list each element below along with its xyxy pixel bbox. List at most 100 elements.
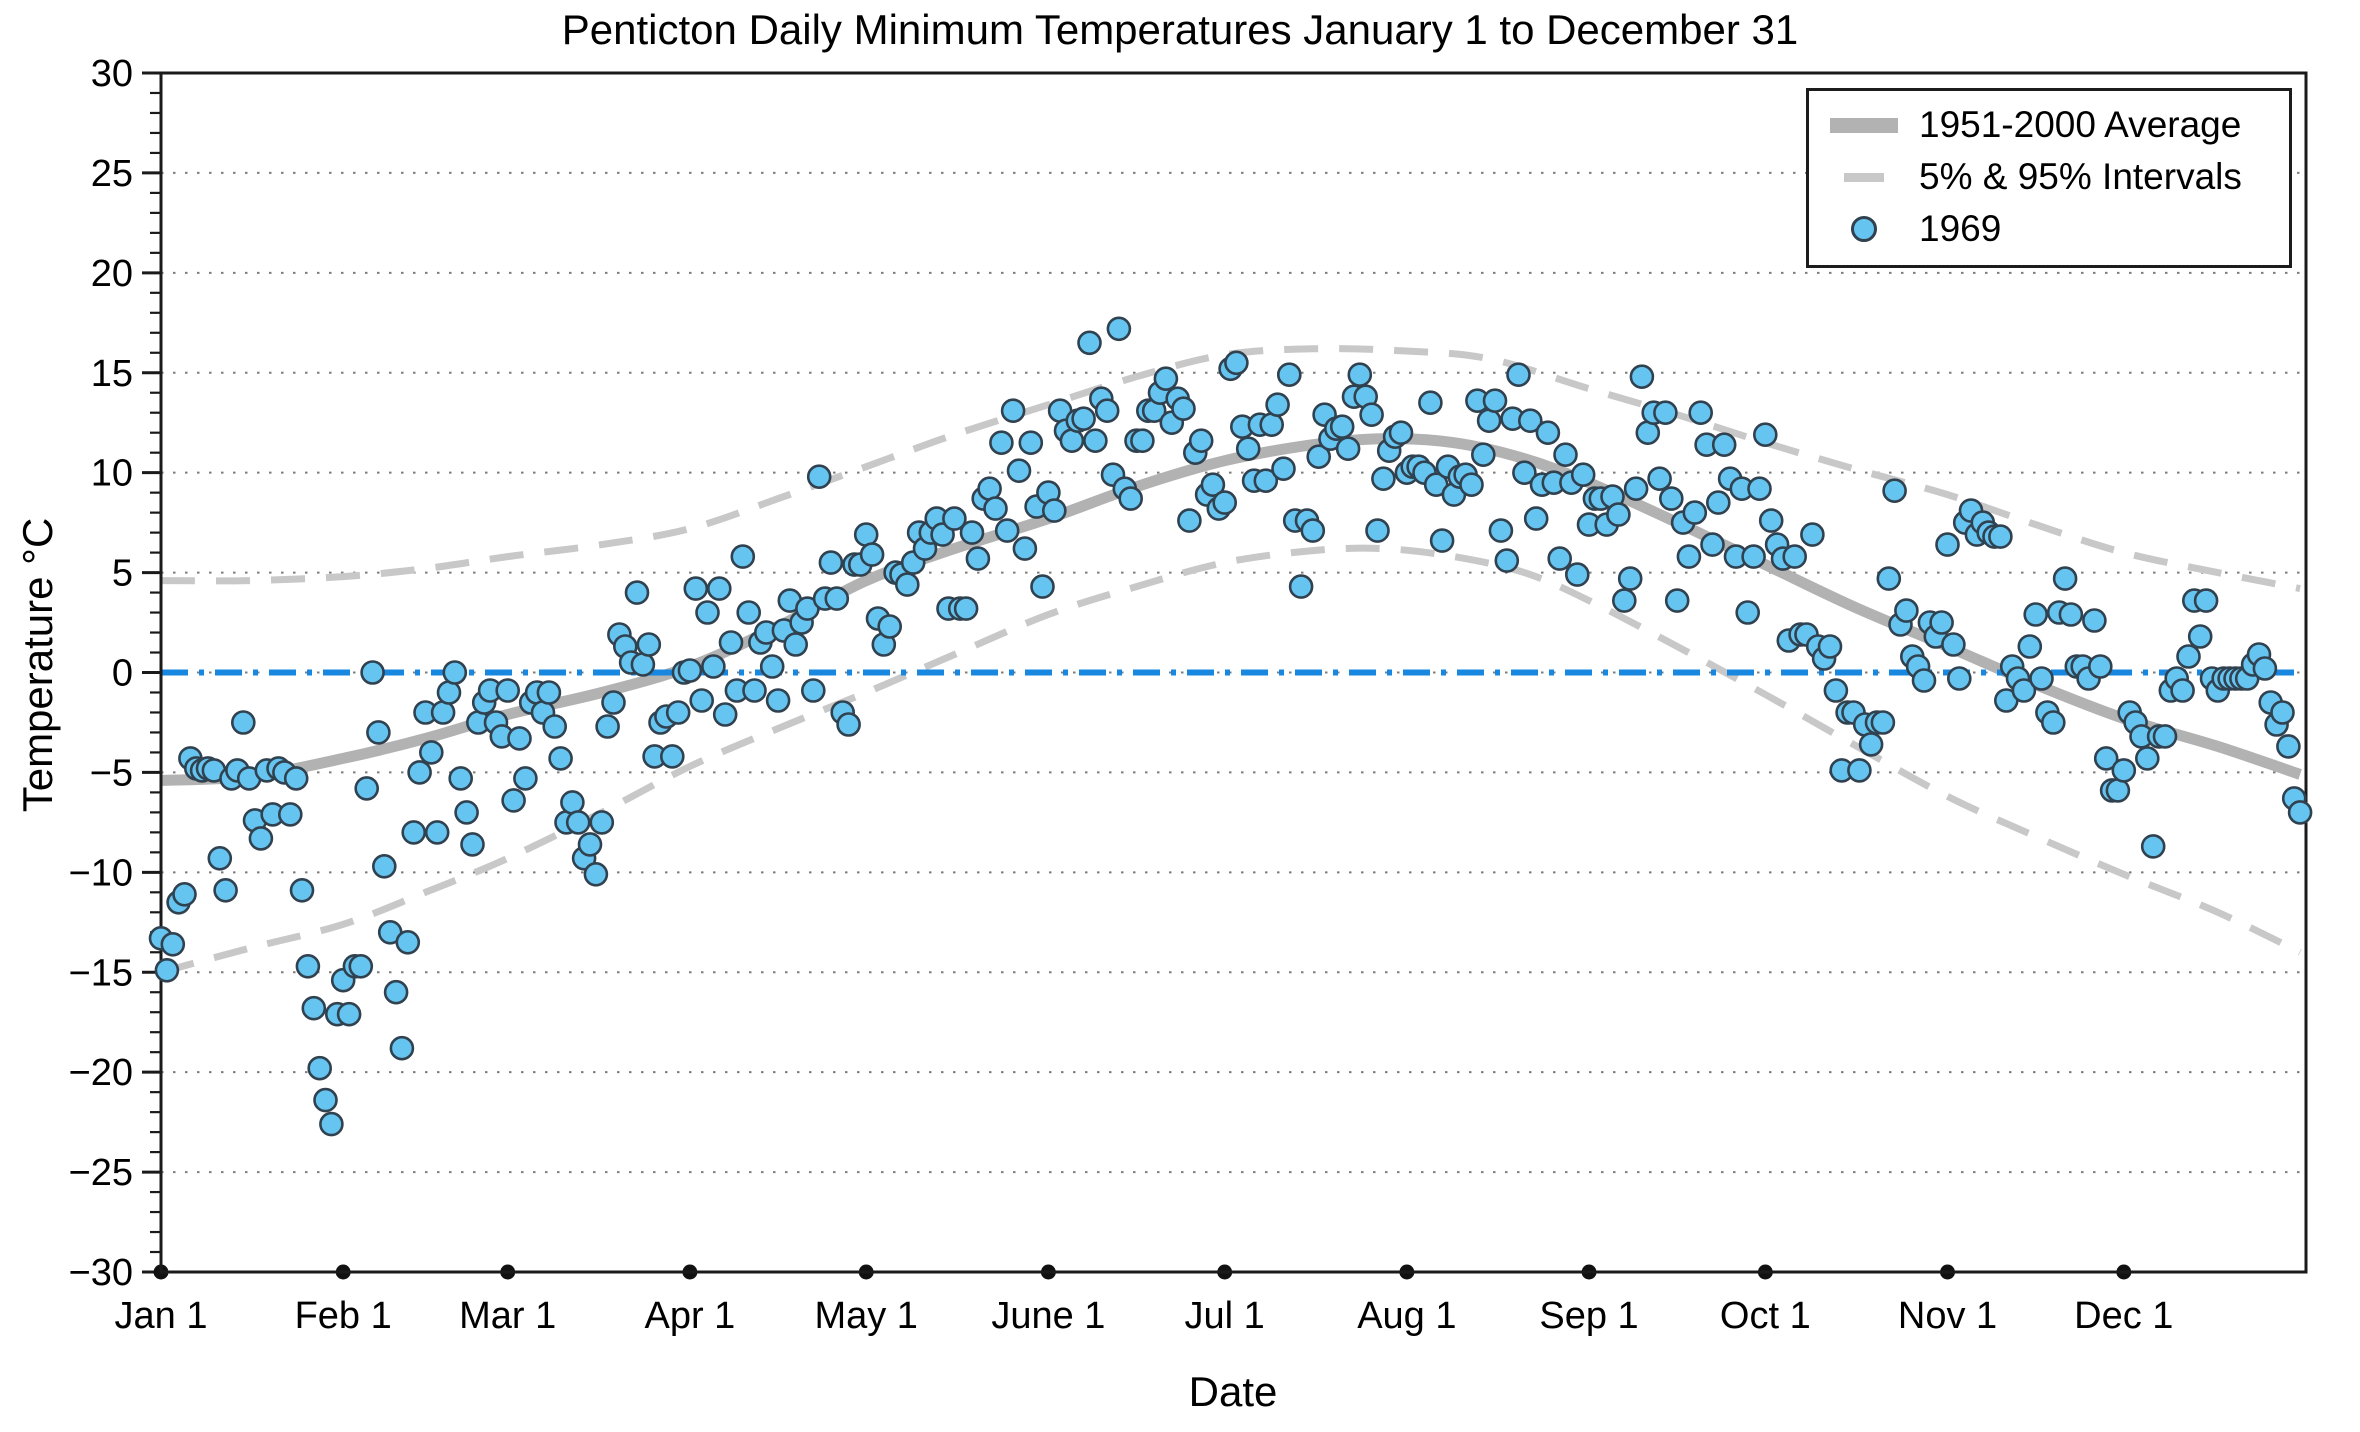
data-point [636, 632, 662, 657]
data-point [1882, 478, 1907, 504]
data-point [894, 572, 920, 597]
data-point [1300, 518, 1326, 543]
data-point [836, 712, 861, 737]
data-point [1523, 506, 1549, 531]
data-point [424, 820, 450, 845]
data-point [289, 877, 315, 903]
y-tick-label: 5 [112, 553, 133, 595]
data-point [1706, 490, 1731, 515]
legend-label: 1951-2000 Average [1919, 104, 2242, 145]
x-tick-label: Nov 1 [1898, 1295, 1997, 1337]
data-point [1629, 364, 1655, 390]
data-point [560, 790, 585, 815]
data-point [1130, 428, 1155, 454]
average-line-swatch [1809, 117, 1919, 133]
data-point [577, 832, 603, 857]
legend-label: 1969 [1919, 208, 2002, 249]
data-point [1653, 400, 1678, 426]
data-point [783, 632, 809, 657]
data-point [1512, 460, 1537, 486]
data-point [1870, 710, 1896, 735]
data-point [2193, 588, 2219, 613]
data-point [1553, 442, 1578, 468]
data-point [2111, 758, 2137, 783]
data-point [689, 688, 715, 713]
data-point [583, 861, 609, 887]
x-tick-label: Oct 1 [1720, 1295, 1811, 1337]
data-point [1612, 588, 1637, 613]
x-tick-label: Aug 1 [1357, 1295, 1456, 1337]
data-point [154, 957, 180, 983]
data-point [1030, 574, 1055, 599]
data-point [1347, 362, 1373, 388]
data-point [1224, 350, 1249, 376]
data-point [1635, 420, 1661, 446]
data-point [1471, 442, 1496, 468]
data-point [1800, 522, 1825, 547]
data-point [301, 995, 327, 1021]
data-point [1235, 436, 1261, 462]
data-point [366, 720, 391, 745]
data-point [1623, 476, 1649, 502]
data-point [736, 600, 762, 625]
data-point [542, 714, 568, 739]
legend-item-1969: 1969 [1809, 203, 2289, 255]
data-point [601, 690, 626, 715]
data-point [383, 979, 409, 1005]
data-point [742, 678, 767, 703]
data-point [2088, 654, 2113, 679]
data-point [1459, 472, 1484, 498]
data-point [1388, 420, 1414, 446]
data-point [1535, 420, 1561, 446]
y-axis-label: Temperature °C [14, 517, 61, 813]
data-point [1741, 544, 1766, 569]
data-point [548, 746, 573, 771]
data-point [806, 464, 832, 490]
data-point [1418, 390, 1443, 416]
data-point [565, 810, 591, 835]
chart-title: Penticton Daily Minimum Temperatures Jan… [561, 6, 1799, 53]
x-tick-label: Mar 1 [459, 1295, 556, 1337]
data-point [2140, 834, 2166, 859]
data-point [1365, 518, 1390, 543]
data-point [1265, 392, 1290, 418]
data-point [1494, 548, 1520, 573]
data-point [2082, 608, 2107, 633]
data-point [1506, 362, 1531, 388]
data-point [953, 596, 979, 621]
y-tick-label: −30 [69, 1252, 133, 1294]
data-point [1177, 508, 1202, 533]
data-point [2270, 700, 2295, 725]
data-point [853, 522, 879, 547]
data-point [1106, 316, 1132, 342]
data-point [759, 654, 785, 679]
data-point [1200, 472, 1226, 498]
data-point [683, 576, 709, 601]
y-tick-label: 25 [91, 153, 133, 195]
data-point [231, 710, 256, 735]
data-point [1012, 536, 1038, 561]
x-tick-label: May 1 [814, 1295, 917, 1337]
data-point [1988, 524, 2013, 549]
data-point [2105, 778, 2131, 803]
data-point [1277, 362, 1302, 388]
data-point [595, 714, 620, 739]
data-point [2176, 644, 2201, 669]
data-point [877, 614, 903, 639]
data-point [965, 546, 991, 571]
y-tick-label: 30 [91, 53, 133, 95]
data-point [1118, 486, 1143, 511]
data-point [2052, 566, 2078, 591]
data-point [160, 931, 186, 957]
data-point [2093, 746, 2119, 771]
x-tick-label: Apr 1 [644, 1295, 735, 1337]
data-point [1847, 758, 1872, 783]
legend-item-average: 1951-2000 Average [1809, 99, 2289, 151]
data-point [1565, 562, 1590, 587]
data-point [313, 1087, 338, 1113]
data-point [495, 678, 521, 703]
data-point [2170, 678, 2195, 703]
data-point [1371, 466, 1396, 492]
